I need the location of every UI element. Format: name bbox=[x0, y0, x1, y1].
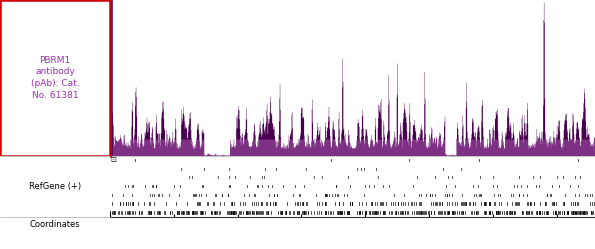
Text: Coordinates: Coordinates bbox=[30, 220, 80, 229]
Text: ⊡: ⊡ bbox=[110, 157, 116, 163]
Text: RefGene (+): RefGene (+) bbox=[29, 182, 81, 191]
Text: PBRM1
antibody
(pAb): Cat.
No. 61381: PBRM1 antibody (pAb): Cat. No. 61381 bbox=[31, 56, 79, 100]
